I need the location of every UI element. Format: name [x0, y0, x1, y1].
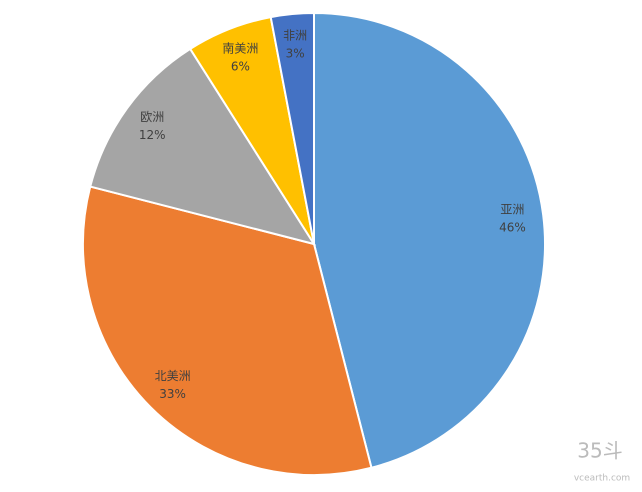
slice-category: 南美洲 [222, 41, 258, 56]
slice-category: 欧洲 [140, 110, 164, 124]
pie-slice [269, 11, 315, 245]
pie-slice [313, 11, 546, 469]
watermark-site: vcearth.com [574, 474, 630, 484]
pie-slice [89, 47, 317, 246]
slice-value-label: 33% [159, 387, 186, 401]
slice-value-label: 46% [499, 220, 526, 234]
watermark-logo: 35斗 [577, 439, 622, 463]
slice-category: 北美洲 [155, 369, 191, 383]
slice-category: 亚洲 [500, 202, 524, 216]
slice-value-label: 3% [286, 46, 305, 60]
pie-slice [82, 185, 373, 476]
slice-category: 非洲 [283, 28, 307, 42]
slice-value-label: 12% [139, 128, 166, 142]
slice-value-label: 6% [231, 60, 250, 74]
